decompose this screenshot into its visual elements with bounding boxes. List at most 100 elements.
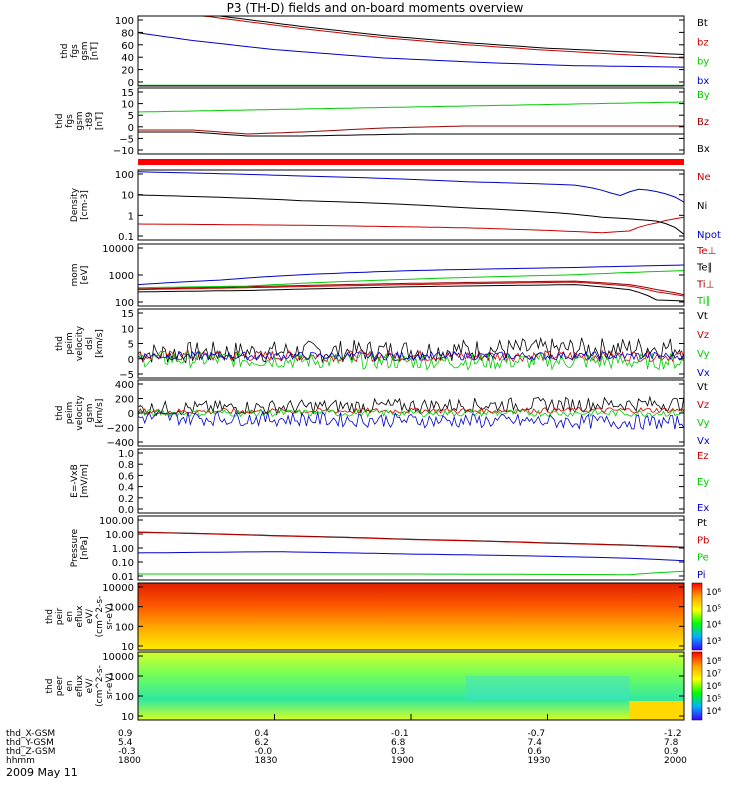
colorbar-tick: 10⁸ [706, 657, 721, 667]
panel-frame [137, 169, 685, 241]
legend-by: By [697, 90, 710, 101]
colorbar-tick: 10⁶ [706, 588, 721, 598]
y-tick-label: 100 [115, 16, 134, 27]
y-tick-label: 10000 [102, 652, 134, 663]
series-pe [138, 570, 685, 576]
xaxis-value: 7.4 [528, 738, 543, 748]
legend-ey: Ey [697, 477, 709, 488]
xaxis-value: -0.1 [391, 729, 409, 739]
legend-ti∥: Ti∥ [696, 296, 711, 307]
y-axis-label: thdfgsgsm[nT] [60, 41, 100, 60]
colorbar-tick: 10⁴ [706, 621, 721, 631]
panel-frame [137, 243, 685, 307]
legend-ni: Ni [697, 201, 707, 212]
y-tick-label: 1.00 [112, 544, 134, 555]
colorbar-tick: 10⁵ [706, 695, 721, 705]
xaxis-value: 1900 [391, 756, 414, 766]
panel-7: E=-VxB[mV/m] [70, 448, 685, 514]
y-tick-label: 10.00 [105, 530, 134, 541]
y-tick-label: 0.6 [118, 471, 134, 482]
y-tick-label: 10 [121, 642, 134, 653]
y-tick-label: −5 [119, 370, 134, 381]
colorbar-tick: 10⁷ [706, 670, 721, 680]
y-tick-label: 5 [128, 340, 134, 351]
legend-ne: Ne [697, 172, 711, 183]
series-bx [138, 131, 684, 137]
y-axis-label: mom[eV] [70, 263, 90, 286]
xaxis-value: 0.9 [118, 729, 133, 739]
xaxis-value: 5.4 [118, 738, 133, 748]
y-tick-label: 100.00 [99, 516, 134, 527]
y-tick-label: −5 [119, 134, 134, 145]
legend-vy: Vy [697, 418, 710, 429]
y-tick-label: −200 [107, 424, 134, 435]
y-tick-label: 0.2 [118, 494, 134, 505]
colorbar [691, 582, 703, 651]
series-te⊥ [137, 281, 685, 297]
xaxis-value: 2000 [664, 756, 687, 766]
y-tick-label: 0 [128, 409, 134, 420]
legend-te∥: Te∥ [696, 263, 713, 274]
legend-pb: Pb [697, 535, 709, 546]
panel-6: thdpeimvelocitygsm[km/s] [55, 379, 685, 447]
y-tick-label: 0 [128, 78, 134, 89]
xaxis-row-label: thd_Y-GSM [6, 738, 54, 748]
panel-frame [137, 582, 685, 651]
y-tick-label: 200 [115, 395, 134, 406]
series-vx [137, 350, 685, 362]
colorbar-tick: 10⁶ [706, 682, 721, 692]
xaxis-value: 0.9 [664, 747, 679, 757]
legend-by: by [697, 57, 709, 68]
series-vy [137, 350, 685, 371]
y-tick-label: 40 [121, 53, 134, 64]
panel-3: Density[cm-3] [70, 169, 685, 241]
legend-bx: Bx [697, 144, 710, 155]
y-tick-label: 10 [121, 191, 134, 202]
y-tick-label: 10 [121, 100, 134, 111]
y-tick-label: 0.8 [118, 460, 134, 471]
y-tick-label: 5 [128, 111, 134, 122]
series-ti⊥ [137, 280, 685, 296]
y-tick-label: 100 [115, 170, 134, 181]
panel-8: Pressure[nPa] [70, 515, 685, 581]
y-tick-label: −400 [107, 438, 134, 449]
xaxis-value: -1.2 [664, 729, 682, 739]
series-ne [137, 216, 685, 234]
y-tick-label: 0.10 [112, 558, 134, 569]
legend-bz: Bz [697, 117, 709, 128]
panel-frame [137, 15, 685, 87]
colorbar-tick: 10⁵ [706, 604, 721, 614]
series-bx [137, 32, 685, 68]
y-axis-label: E=-VxB[mV/m] [70, 464, 90, 498]
panel-5: thdpeimvelocitydsl[km/s] [55, 308, 685, 379]
legend-npot: Npot [697, 230, 721, 241]
y-tick-label: 100 [115, 298, 134, 309]
y-axis-label: thdpeirenefluxeV/(cm^2-s-sr-eV) [45, 596, 115, 638]
xaxis-row-label: thd_X-GSM [6, 729, 55, 739]
y-tick-label: 100 [115, 692, 134, 703]
panel-9: thdpeirenefluxeV/(cm^2-s-sr-eV) [45, 582, 703, 651]
y-tick-label: 10000 [102, 583, 134, 594]
legend-pt: Pt [697, 518, 707, 529]
legend-vx: Vx [697, 368, 710, 379]
y-tick-label: 1000 [109, 271, 134, 282]
panel-frame [137, 308, 685, 379]
spectrogram-feature [629, 700, 684, 720]
legend-bz: bz [697, 37, 709, 48]
y-tick-label: 10000 [102, 244, 134, 255]
series-ni [137, 194, 685, 235]
y-tick-label: 80 [121, 28, 134, 39]
panel-frame [137, 87, 685, 155]
y-axis-label: Density[cm-3] [70, 187, 90, 222]
page-title: P3 (TH-D) fields and on-board moments ov… [226, 1, 524, 15]
y-tick-label: 1000 [109, 603, 134, 614]
y-tick-label: 60 [121, 41, 134, 52]
xaxis-value: 1830 [255, 756, 278, 766]
legend-vt: Vt [697, 382, 708, 393]
y-tick-label: 15 [121, 88, 134, 99]
panel-frame [137, 515, 685, 581]
y-axis-label: thdpeimvelocitydsl[km/s] [55, 325, 105, 361]
series-pi [137, 551, 685, 562]
y-tick-label: 20 [121, 66, 134, 77]
